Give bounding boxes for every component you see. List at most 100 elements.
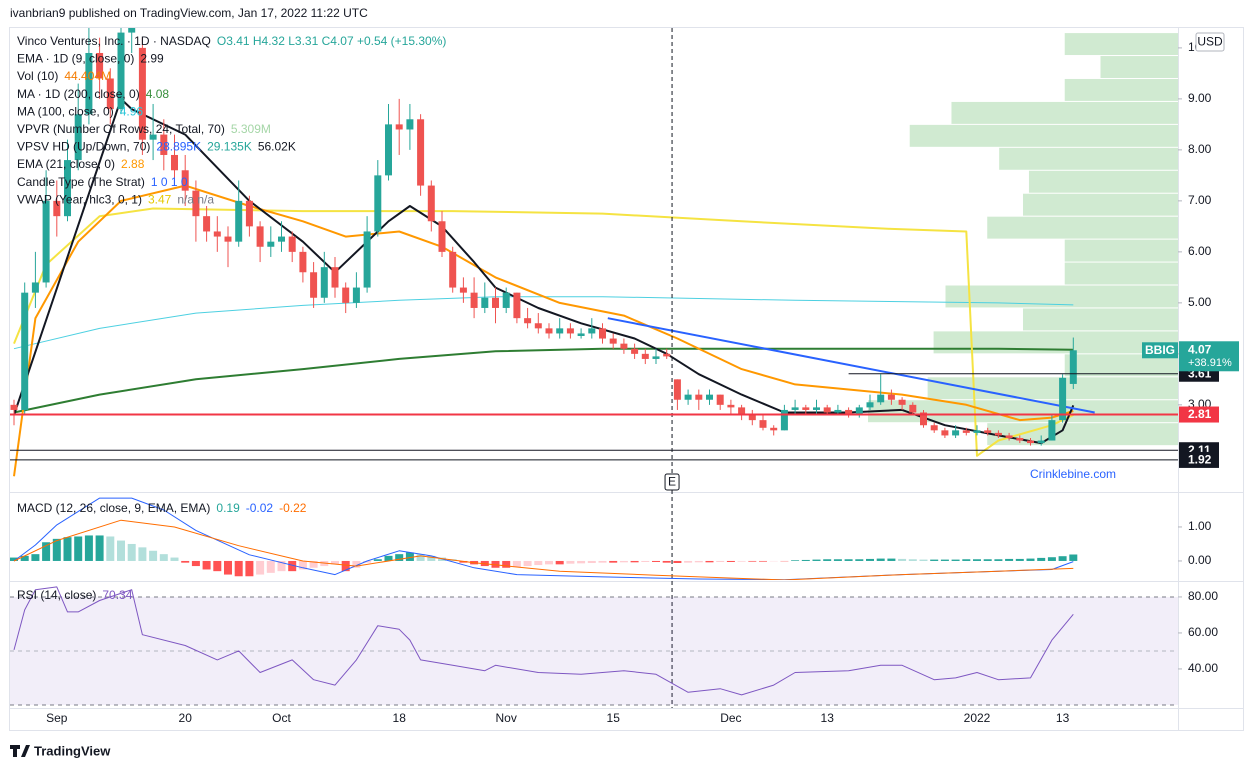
level-label: 1.92 (1188, 453, 1212, 467)
histogram-bar (1015, 558, 1024, 561)
candle-body (609, 338, 617, 344)
histogram-bar (748, 560, 757, 562)
symbol-ticker: BBIG (1145, 343, 1175, 357)
candle-body (256, 226, 264, 247)
histogram-bar (619, 560, 628, 563)
watermark: Crinklebine.com (1030, 467, 1116, 481)
volume-profile-bar (1064, 239, 1178, 262)
volume-profile-bar (1023, 193, 1178, 216)
volume-profile-bar (909, 124, 1178, 147)
currency[interactable]: USD (1197, 35, 1223, 49)
legend-item: 0.19 (216, 501, 240, 515)
volume-profile-bar (1028, 170, 1178, 193)
candle-body (138, 47, 146, 140)
candle-body (42, 200, 50, 283)
candle-body (887, 394, 895, 400)
legend-row: VWAP (Year, hlc3, 0, 1) 3.47 n/a n/a (17, 193, 214, 207)
histogram-bar (42, 542, 51, 561)
candle-body (780, 409, 788, 431)
volume-profile-bar (1064, 78, 1178, 101)
candle-body (920, 412, 927, 426)
volume-profile-bar (1064, 354, 1178, 377)
volume-profile-bar (1100, 56, 1178, 78)
candle-body (930, 425, 938, 431)
candle-body (331, 267, 339, 288)
candle-body (352, 287, 360, 303)
histogram-bar (726, 560, 735, 562)
candle-body (363, 231, 371, 288)
candle-body (845, 409, 853, 416)
legend-item: 44.404M (64, 69, 111, 83)
level-tag (1179, 406, 1219, 423)
histogram-bar (31, 554, 40, 561)
candle-body (834, 409, 842, 413)
histogram-bar (609, 560, 618, 563)
candle-body (898, 399, 906, 405)
legend-item: 2.99 (140, 52, 164, 66)
candle-body (652, 356, 660, 359)
histogram-bar (1026, 558, 1035, 561)
histogram-bar (224, 560, 232, 575)
legend-item: MA (100, close, 0) (17, 105, 114, 119)
level-tag (1179, 451, 1219, 468)
pane (10, 28, 1178, 477)
candle-body (203, 216, 211, 232)
y-tick-label: 5.00 (1188, 295, 1212, 309)
published-note: ivanbrian9 published on TradingView.com,… (10, 6, 368, 20)
legend-item: O3.41 H4.32 L3.31 C4.07 +0.54 (+15.30%) (217, 34, 447, 48)
candle-body (310, 272, 318, 298)
candle-body (96, 52, 104, 79)
logo-icon (10, 745, 30, 757)
histogram-bar (52, 538, 61, 561)
candle-body (278, 236, 285, 242)
candle-body (160, 134, 168, 155)
indicator-line (13, 97, 1075, 445)
histogram-bar (234, 560, 243, 577)
candle-body (866, 402, 874, 408)
volume-profile-bar (1064, 33, 1178, 56)
histogram-bar (833, 559, 842, 561)
legend-item: 2.88 (121, 157, 145, 171)
x-tick-label: 13 (1056, 711, 1070, 725)
histogram-bar (298, 560, 307, 570)
last-price: 4.07 (1188, 342, 1212, 356)
candle-body (802, 407, 810, 410)
candle-body (171, 154, 178, 171)
histogram-bar (523, 560, 532, 567)
legend-item: Vol (10) (17, 69, 58, 83)
histogram-bar (630, 560, 639, 563)
legend-item: VPSV HD (Up/Down, 70) (17, 140, 150, 154)
legend-row: Vol (10) 44.404M (17, 69, 111, 83)
logo-text: TradingView (34, 743, 111, 758)
legend-item: 3.47 (148, 193, 172, 207)
candle-body (406, 119, 414, 130)
legend-row: MA (100, close, 0) 4.96 (17, 105, 143, 119)
legend-item: -0.22 (279, 501, 307, 515)
candle-body (748, 415, 756, 421)
candle-body (245, 200, 253, 227)
histogram-bar (555, 560, 564, 565)
candle-body (481, 297, 489, 308)
candle-body (1048, 420, 1056, 441)
currency-box[interactable] (1195, 32, 1225, 52)
x-tick-label: 13 (821, 711, 835, 725)
candle-body (663, 353, 671, 357)
histogram-bar (1047, 557, 1056, 561)
candle-body (877, 394, 885, 403)
candle-body (1027, 440, 1034, 444)
candle-body (449, 251, 457, 288)
histogram-bar (149, 550, 158, 561)
legend-item: EMA · 1D (9, close, 0) (17, 52, 134, 66)
histogram-bar (202, 560, 211, 570)
price-change: +38.91% (1188, 357, 1232, 369)
y-tick-label: 80.00 (1188, 589, 1218, 603)
histogram-bar (138, 547, 147, 561)
histogram-bar (405, 552, 414, 561)
candle-body (85, 52, 93, 115)
candle-body (1059, 377, 1067, 421)
histogram-bar (983, 559, 992, 561)
histogram-bar (181, 560, 190, 563)
x-tick-label: Dec (720, 711, 741, 725)
candle-body (545, 328, 553, 334)
histogram-bar (266, 560, 275, 573)
